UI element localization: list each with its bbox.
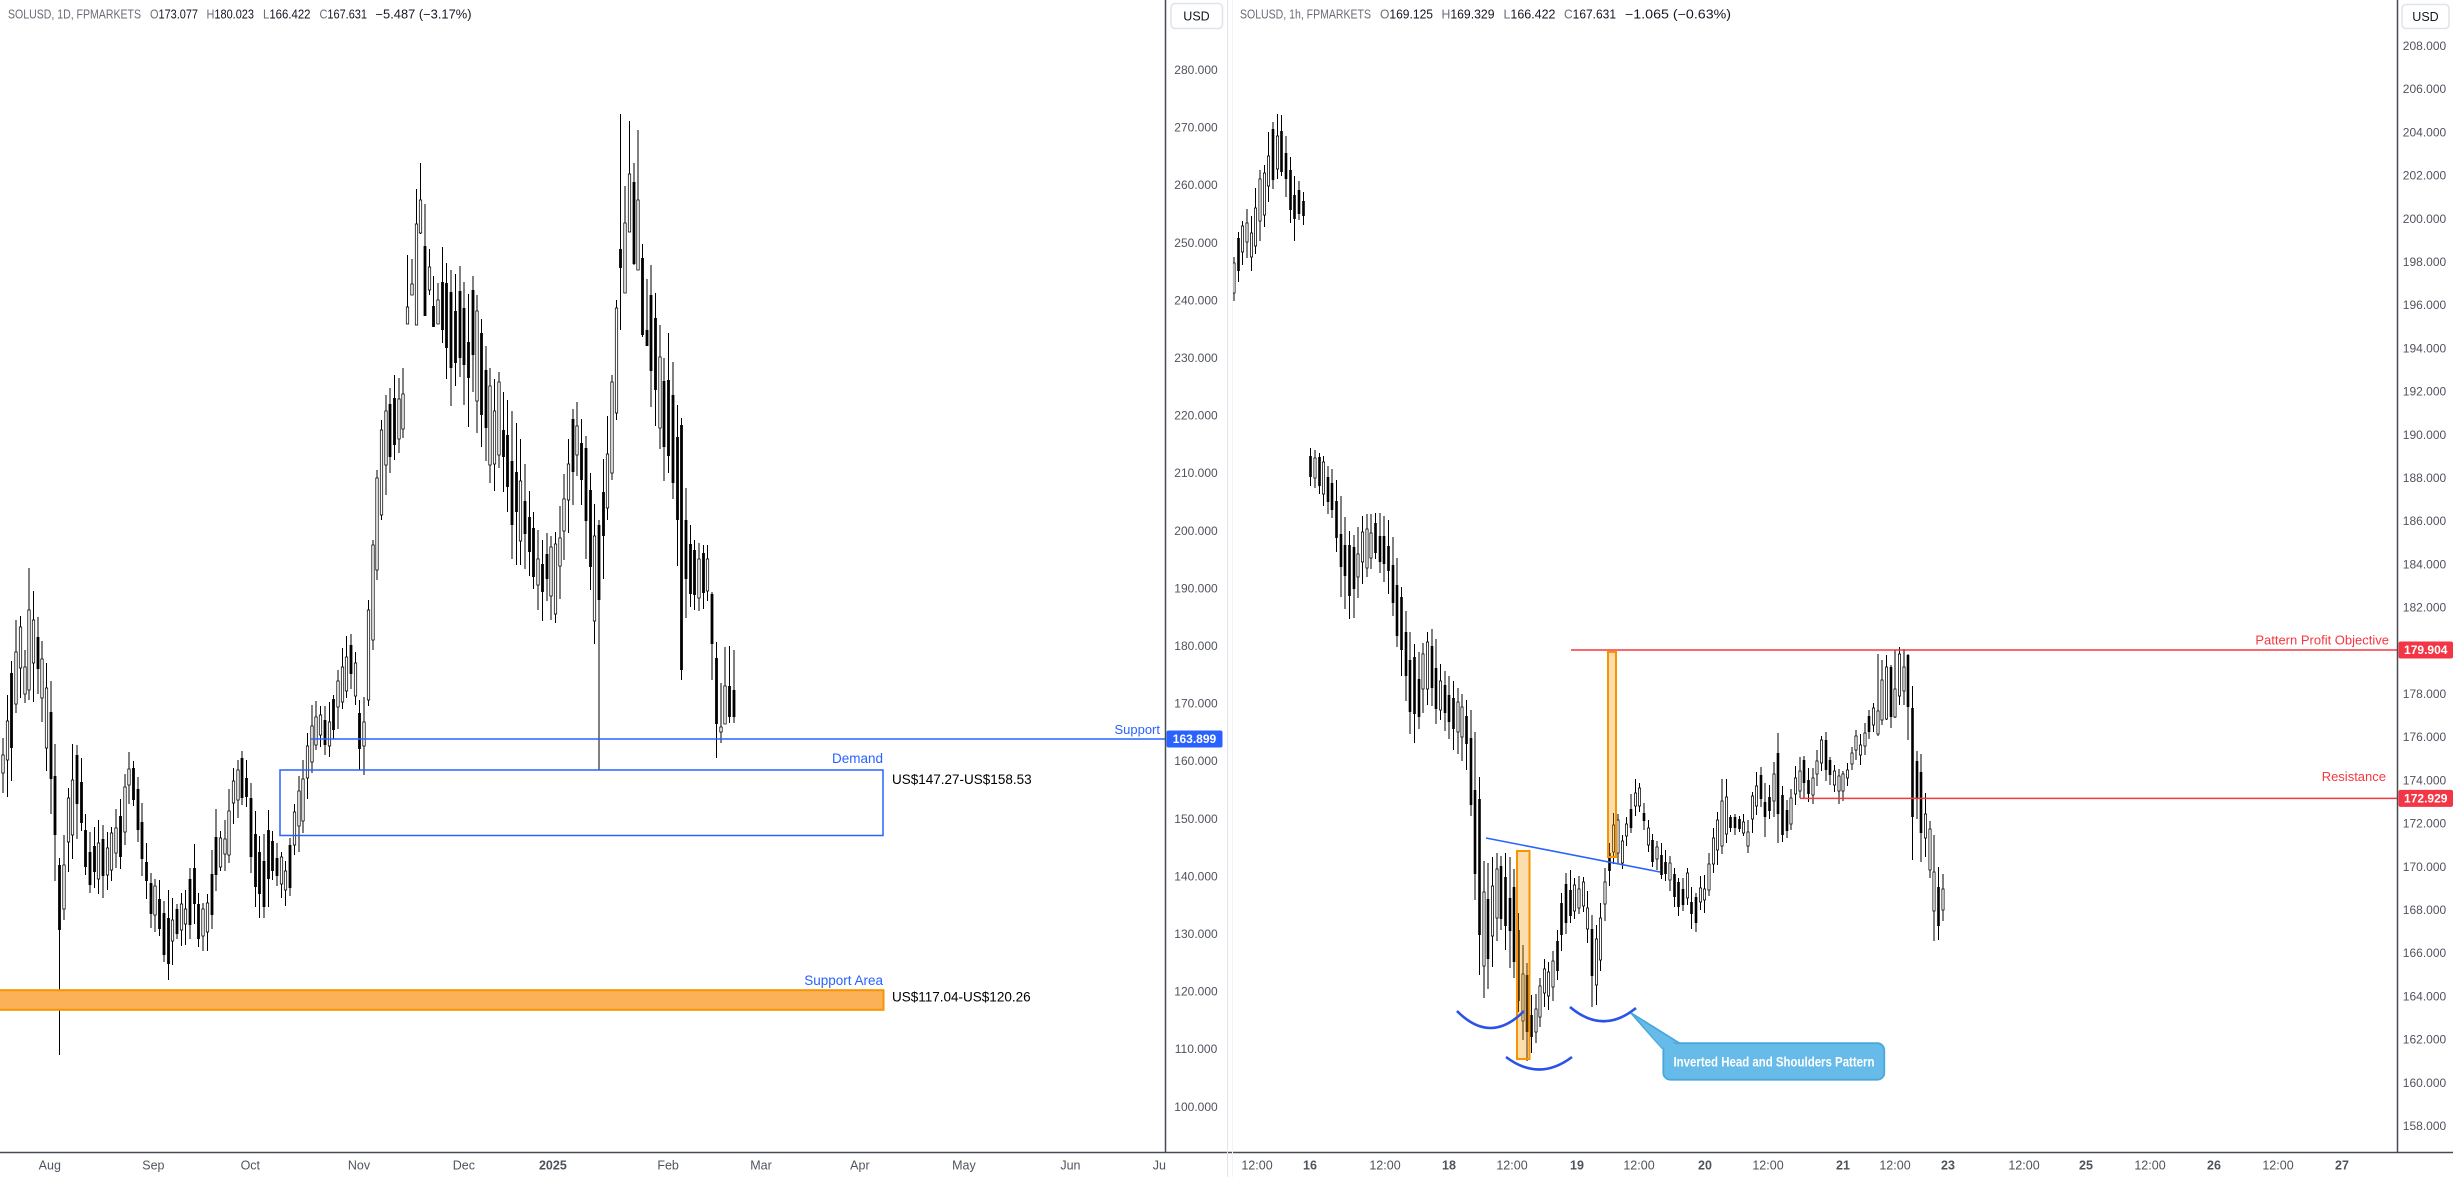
svg-text:SOLUSD, 1h, FPMARKETS: SOLUSD, 1h, FPMARKETS [1240,8,1371,22]
svg-text:184.000: 184.000 [2403,557,2447,571]
svg-text:179.904: 179.904 [2404,643,2448,657]
svg-text:168.000: 168.000 [2403,903,2447,917]
svg-text:12:00: 12:00 [1879,1159,1910,1173]
svg-text:208.000: 208.000 [2403,39,2447,53]
svg-text:C167.631: C167.631 [320,8,368,22]
svg-text:May: May [952,1159,976,1173]
svg-text:170.000: 170.000 [1174,697,1218,711]
svg-text:C167.631: C167.631 [1564,8,1616,22]
svg-text:202.000: 202.000 [2403,169,2447,183]
svg-text:130.000: 130.000 [1174,927,1218,941]
svg-text:100.000: 100.000 [1174,1100,1218,1114]
svg-text:192.000: 192.000 [2403,385,2447,399]
svg-text:L166.422: L166.422 [263,8,311,22]
svg-text:188.000: 188.000 [2403,471,2447,485]
svg-text:16: 16 [1303,1159,1317,1173]
svg-text:Aug: Aug [39,1159,61,1173]
svg-text:23: 23 [1941,1159,1955,1173]
svg-text:O173.077: O173.077 [150,8,198,22]
svg-text:Support: Support [1114,722,1160,737]
svg-text:12:00: 12:00 [2008,1159,2039,1173]
svg-text:Mar: Mar [750,1159,772,1173]
svg-text:158.000: 158.000 [2403,1119,2447,1133]
svg-text:USD: USD [1183,10,1209,24]
svg-text:Support Area: Support Area [804,973,883,988]
svg-text:190.000: 190.000 [1174,581,1218,595]
svg-text:12:00: 12:00 [1623,1159,1654,1173]
svg-text:O169.125: O169.125 [1380,8,1433,22]
svg-text:182.000: 182.000 [2403,601,2447,615]
svg-text:163.899: 163.899 [1173,732,1217,746]
svg-text:Pattern Profit Objective: Pattern Profit Objective [2255,633,2389,648]
svg-text:180.000: 180.000 [1174,639,1218,653]
svg-text:20: 20 [1698,1159,1712,1173]
svg-text:198.000: 198.000 [2403,255,2447,269]
svg-text:162.000: 162.000 [2403,1033,2447,1047]
svg-text:250.000: 250.000 [1174,236,1218,250]
svg-text:Ju: Ju [1153,1159,1166,1173]
svg-text:27: 27 [2335,1159,2349,1173]
svg-text:19: 19 [1570,1159,1584,1173]
svg-text:164.000: 164.000 [2403,989,2447,1003]
svg-text:SOLUSD, 1D, FPMARKETS: SOLUSD, 1D, FPMARKETS [8,8,141,22]
svg-text:170.000: 170.000 [2403,860,2447,874]
svg-text:Jun: Jun [1060,1159,1080,1173]
svg-text:160.000: 160.000 [2403,1076,2447,1090]
svg-text:172.929: 172.929 [2404,791,2448,805]
svg-text:230.000: 230.000 [1174,351,1218,365]
svg-text:Inverted Head and Shoulders Pa: Inverted Head and Shoulders Pattern [1674,1054,1875,1070]
svg-text:−1.065 (−0.63%): −1.065 (−0.63%) [1625,8,1731,22]
svg-text:240.000: 240.000 [1174,293,1218,307]
svg-text:260.000: 260.000 [1174,178,1218,192]
svg-text:Sep: Sep [142,1159,164,1173]
svg-text:120.000: 120.000 [1174,985,1218,999]
svg-text:12:00: 12:00 [1369,1159,1400,1173]
svg-text:178.000: 178.000 [2403,687,2447,701]
svg-text:196.000: 196.000 [2403,298,2447,312]
svg-text:12:00: 12:00 [2262,1159,2293,1173]
svg-text:US$147.27-US$158.53: US$147.27-US$158.53 [892,772,1032,787]
svg-text:160.000: 160.000 [1174,754,1218,768]
svg-text:25: 25 [2079,1159,2093,1173]
svg-text:Apr: Apr [850,1159,869,1173]
svg-text:110.000: 110.000 [1175,1042,1218,1056]
svg-text:210.000: 210.000 [1174,466,1218,480]
svg-text:150.000: 150.000 [1174,812,1218,826]
svg-text:280.000: 280.000 [1174,63,1218,77]
svg-text:Demand: Demand [832,751,883,766]
svg-text:Resistance: Resistance [2322,769,2386,784]
svg-text:12:00: 12:00 [2134,1159,2165,1173]
svg-text:12:00: 12:00 [1496,1159,1527,1173]
svg-text:190.000: 190.000 [2403,428,2447,442]
svg-text:USD: USD [2412,10,2438,24]
svg-text:172.000: 172.000 [2403,817,2447,831]
svg-text:270.000: 270.000 [1174,121,1218,135]
svg-text:12:00: 12:00 [1752,1159,1783,1173]
svg-text:26: 26 [2207,1159,2221,1173]
svg-text:Dec: Dec [453,1159,475,1173]
svg-text:12:00: 12:00 [1241,1159,1272,1173]
svg-text:2025: 2025 [539,1159,567,1173]
svg-text:L166.422: L166.422 [1504,8,1556,22]
svg-text:Nov: Nov [348,1159,371,1173]
svg-text:H180.023: H180.023 [207,8,255,22]
svg-text:H169.329: H169.329 [1442,8,1495,22]
svg-text:176.000: 176.000 [2403,730,2447,744]
svg-text:186.000: 186.000 [2403,514,2447,528]
svg-text:140.000: 140.000 [1174,869,1218,883]
svg-text:200.000: 200.000 [2403,212,2447,226]
svg-text:Oct: Oct [241,1159,261,1173]
svg-text:US$117.04-US$120.26: US$117.04-US$120.26 [892,990,1031,1005]
svg-text:166.000: 166.000 [2403,946,2447,960]
svg-text:194.000: 194.000 [2403,341,2447,355]
svg-text:174.000: 174.000 [2403,773,2447,787]
svg-text:21: 21 [1836,1159,1850,1173]
svg-text:18: 18 [1442,1159,1456,1173]
svg-text:Feb: Feb [657,1159,679,1173]
svg-text:206.000: 206.000 [2403,82,2447,96]
svg-text:200.000: 200.000 [1174,524,1218,538]
svg-text:−5.487 (−3.17%): −5.487 (−3.17%) [376,8,472,22]
svg-text:220.000: 220.000 [1174,409,1218,423]
svg-text:204.000: 204.000 [2403,125,2447,139]
